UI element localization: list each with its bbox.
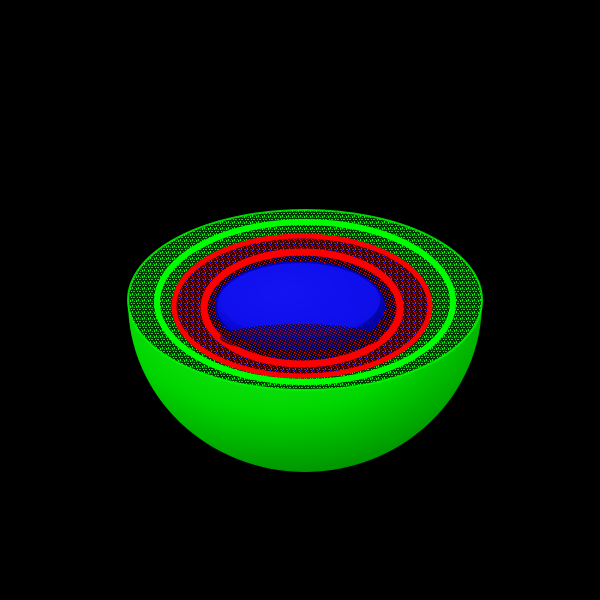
inner-shell <box>215 261 385 352</box>
